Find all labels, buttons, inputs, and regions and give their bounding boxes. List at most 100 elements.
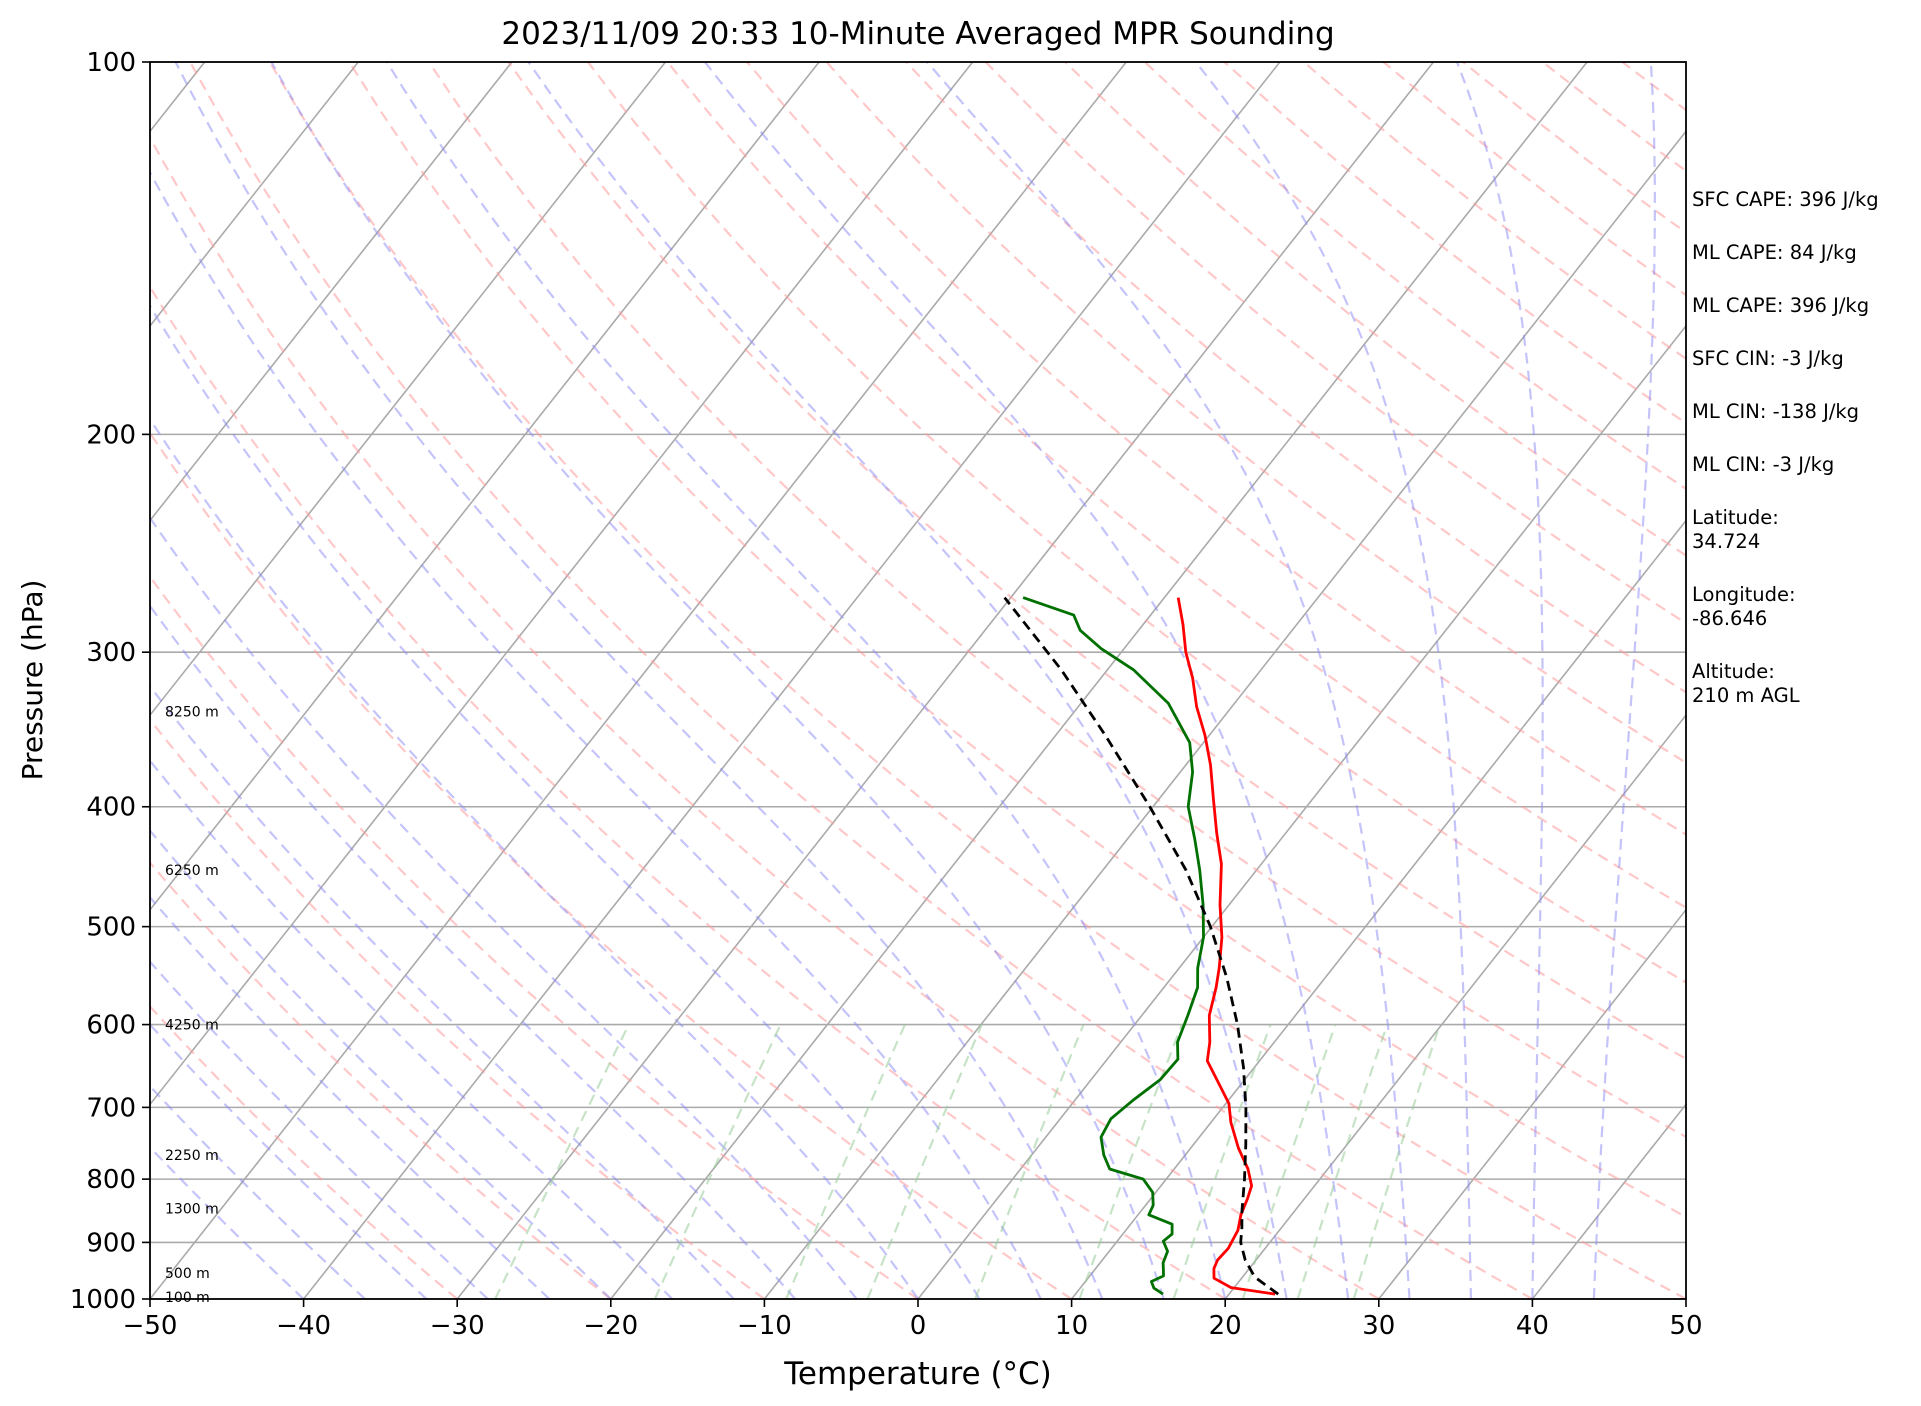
mixing-ratio-line bbox=[653, 1024, 782, 1299]
x-tick-label: −30 bbox=[430, 1311, 485, 1341]
sounding-series-0 bbox=[1176, 597, 1276, 1296]
sfc-cin-text: SFC CIN: -3 J/kg bbox=[1692, 347, 1844, 370]
moist-adiabat-line bbox=[150, 417, 919, 1299]
dry-adiabat-line bbox=[268, 62, 1686, 1299]
x-tick-label: −20 bbox=[583, 1311, 638, 1341]
mixing-ratio-line bbox=[866, 1024, 983, 1299]
x-tick-label: 50 bbox=[1669, 1311, 1702, 1341]
x-tick-label: −40 bbox=[276, 1311, 331, 1341]
dry-adiabat-line bbox=[150, 285, 1226, 1299]
mixing-ratio-line bbox=[1296, 1024, 1389, 1299]
moist-adiabat-line bbox=[150, 1084, 366, 1299]
dry-adiabat-line bbox=[348, 62, 1686, 1219]
x-tick-label: −50 bbox=[123, 1311, 178, 1341]
height-label: 6250 m bbox=[165, 863, 219, 879]
moist-adiabat-line bbox=[150, 1022, 428, 1299]
ml-cin-text: ML CIN: -138 J/kg bbox=[1692, 400, 1860, 423]
y-tick-label: 700 bbox=[86, 1093, 136, 1123]
x-tick-label: 40 bbox=[1516, 1311, 1549, 1341]
isotherm-line bbox=[1070, 519, 1686, 1299]
dry-adiabat-line bbox=[150, 1004, 458, 1299]
dry-adiabat-line bbox=[587, 62, 1686, 984]
x-tick-label: −10 bbox=[737, 1311, 792, 1341]
x-tick-label: 30 bbox=[1362, 1311, 1395, 1341]
dry-adiabat-line bbox=[905, 62, 1686, 694]
isotherm-line bbox=[302, 62, 1281, 1299]
y-tick-label: 500 bbox=[86, 913, 136, 943]
mixing-ratio-line bbox=[1352, 1024, 1441, 1299]
isotherm-line bbox=[763, 129, 1686, 1299]
moist-adiabat-line bbox=[704, 62, 1350, 1299]
mixing-ratio-line bbox=[785, 1024, 906, 1299]
dry-adiabat-line bbox=[427, 62, 1686, 1139]
isotherm-line bbox=[150, 62, 820, 912]
dry-adiabat-line bbox=[1064, 62, 1686, 557]
y-tick-label: 900 bbox=[86, 1228, 136, 1258]
moist-adiabat-line bbox=[150, 960, 489, 1299]
moist-adiabat-line bbox=[1592, 62, 1657, 1299]
isotherm-line bbox=[150, 62, 513, 522]
moist-adiabat-line bbox=[150, 516, 858, 1299]
ml-cin-text-2: ML CIN: -3 J/kg bbox=[1692, 453, 1835, 476]
altitude-text: Altitude: 210 m AGL bbox=[1692, 660, 1800, 707]
isotherm-line bbox=[150, 62, 667, 717]
isotherm-line bbox=[456, 62, 1435, 1299]
isotherm-line bbox=[610, 62, 1588, 1299]
x-tick-label: 20 bbox=[1209, 1311, 1242, 1341]
height-label: 100 m bbox=[165, 1290, 210, 1306]
y-tick-label: 200 bbox=[86, 420, 136, 450]
dry-adiabat-line bbox=[189, 62, 1533, 1299]
ml-cape-text-2: ML CAPE: 396 J/kg bbox=[1692, 294, 1870, 317]
longitude-text: Longitude: -86.646 bbox=[1692, 583, 1796, 630]
y-tick-label: 800 bbox=[86, 1165, 136, 1195]
mixing-ratio-line bbox=[1241, 1024, 1337, 1299]
ml-cape-text: ML CAPE: 84 J/kg bbox=[1692, 241, 1857, 264]
isotherm-line bbox=[150, 62, 359, 328]
x-axis-label: Temperature (°C) bbox=[783, 1356, 1052, 1392]
mixing-ratio-line bbox=[974, 1024, 1085, 1299]
latitude-text: Latitude: 34.724 bbox=[1692, 506, 1779, 553]
dry-adiabat-line bbox=[150, 574, 919, 1299]
chart-title: 2023/11/09 20:33 10-Minute Averaged MPR … bbox=[501, 16, 1334, 52]
y-tick-label: 400 bbox=[86, 793, 136, 823]
sfc-cape-text: SFC CAPE: 396 J/kg bbox=[1692, 188, 1879, 211]
mixing-ratio-line bbox=[494, 1024, 630, 1299]
dry-adiabat-line bbox=[150, 135, 1380, 1299]
sounding-series-1 bbox=[1022, 596, 1205, 1296]
moist-adiabat-line bbox=[150, 604, 796, 1299]
moist-adiabat-line bbox=[150, 684, 735, 1299]
moist-adiabat-line bbox=[150, 303, 981, 1299]
moist-adiabat-line bbox=[150, 895, 551, 1299]
moist-adiabat-line bbox=[270, 62, 1165, 1299]
moist-adiabat-line bbox=[150, 828, 612, 1299]
moist-adiabat-line bbox=[174, 62, 1104, 1299]
y-tick-label: 300 bbox=[86, 638, 136, 668]
height-label: 2250 m bbox=[165, 1148, 219, 1164]
sounding-series-2 bbox=[1003, 596, 1280, 1296]
moist-adiabat-line bbox=[527, 62, 1288, 1299]
mixing-ratio-line bbox=[1078, 1024, 1183, 1299]
height-label: 500 m bbox=[165, 1266, 210, 1282]
dry-adiabat-line bbox=[150, 431, 1073, 1299]
isotherm-line bbox=[1224, 713, 1686, 1299]
y-tick-label: 600 bbox=[86, 1011, 136, 1041]
moist-adiabat-line bbox=[385, 62, 1227, 1299]
moist-adiabat-line bbox=[1455, 62, 1544, 1299]
y-tick-label: 1000 bbox=[70, 1285, 136, 1315]
isotherm-line bbox=[150, 62, 974, 1106]
moist-adiabat-line bbox=[926, 62, 1411, 1299]
sounding-parameters-panel: SFC CAPE: 396 J/kg ML CAPE: 84 J/kg ML C… bbox=[1692, 188, 1917, 737]
x-tick-label: 0 bbox=[910, 1311, 927, 1341]
moist-adiabat-line bbox=[1195, 62, 1473, 1299]
dry-adiabat-line bbox=[507, 62, 1686, 1061]
moist-adiabat-line bbox=[150, 170, 1042, 1299]
y-tick-label: 100 bbox=[86, 48, 136, 78]
height-label: 8250 m bbox=[165, 704, 219, 720]
isotherm-line bbox=[150, 62, 1127, 1299]
moist-adiabat-line bbox=[150, 758, 673, 1299]
y-axis-label: Pressure (hPa) bbox=[16, 580, 49, 781]
height-label: 4250 m bbox=[165, 1018, 219, 1034]
isotherm-line bbox=[1378, 908, 1686, 1299]
x-tick-label: 10 bbox=[1055, 1311, 1088, 1341]
